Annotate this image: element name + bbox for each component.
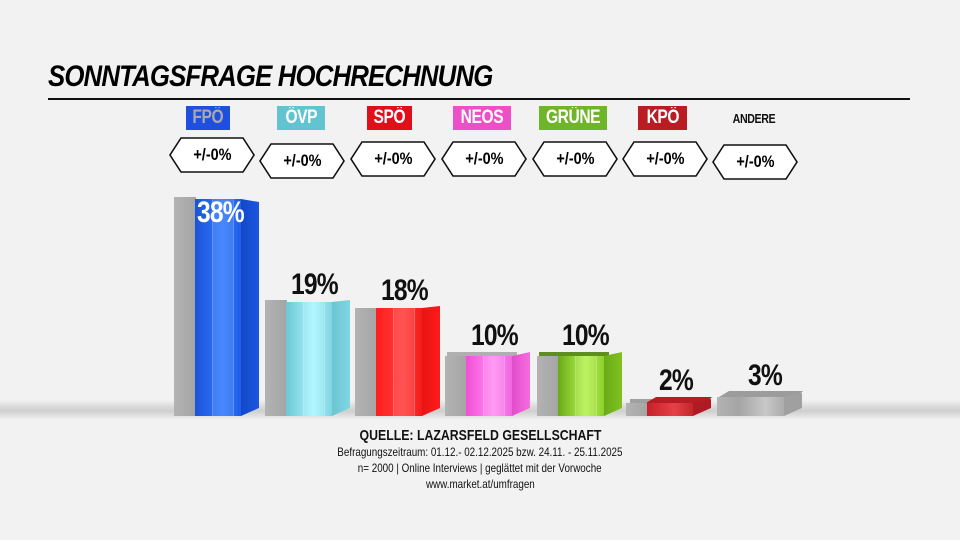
change-badge-grune: +/-0% xyxy=(532,141,618,177)
party-label-grune: GRÜNE xyxy=(539,106,607,130)
sample-info: n= 2000 | Online Interviews | geglättet … xyxy=(358,461,602,475)
hexagon-icon xyxy=(441,141,527,177)
change-badge-andere: +/-0% xyxy=(712,144,798,180)
party-label-fpo: FPÖ xyxy=(186,106,230,130)
value-label-fpo: 38% xyxy=(197,196,245,229)
change-badge-kpo: +/-0% xyxy=(622,141,708,177)
source-url: www.market.at/umfragen xyxy=(425,477,535,491)
bar-ovp xyxy=(265,300,355,416)
change-badge-ovp: +/-0% xyxy=(259,143,345,179)
hexagon-icon xyxy=(532,141,618,177)
value-label-grune: 10% xyxy=(562,319,610,352)
value-label-andere: 3% xyxy=(748,359,783,392)
hexagon-icon xyxy=(169,137,255,173)
party-label-kpo: KPÖ xyxy=(638,106,687,130)
bar-grune xyxy=(537,352,627,416)
value-label-spo: 18% xyxy=(381,274,429,307)
bar-spo xyxy=(355,306,445,416)
value-label-ovp: 19% xyxy=(291,268,339,301)
bar-andere xyxy=(717,391,807,416)
source-title: QUELLE: LAZARSFELD GESELLSCHAFT xyxy=(359,427,601,444)
title-rule xyxy=(48,98,910,100)
value-label-kpo: 2% xyxy=(659,364,694,397)
survey-period: Befragungszeitraum: 01.12.- 02.12.2025 b… xyxy=(337,445,623,459)
value-label-neos: 10% xyxy=(471,319,519,352)
change-badge-fpo: +/-0% xyxy=(169,137,255,173)
change-badge-spo: +/-0% xyxy=(350,141,436,177)
hexagon-icon xyxy=(622,141,708,177)
party-label-ovp: ÖVP xyxy=(277,106,325,130)
bar-fpo xyxy=(174,197,264,416)
party-label-spo: SPÖ xyxy=(367,106,412,130)
hexagon-icon xyxy=(350,141,436,177)
bar-neos xyxy=(445,352,535,416)
hexagon-icon xyxy=(712,144,798,180)
page-title: SONNTAGSFRAGE HOCHRECHNUNG xyxy=(48,60,493,93)
hexagon-icon xyxy=(259,143,345,179)
party-label-neos: NEOS xyxy=(453,106,511,130)
change-badge-neos: +/-0% xyxy=(441,141,527,177)
party-label-andere: ANDERE xyxy=(732,110,776,126)
bar-kpo xyxy=(626,397,716,416)
